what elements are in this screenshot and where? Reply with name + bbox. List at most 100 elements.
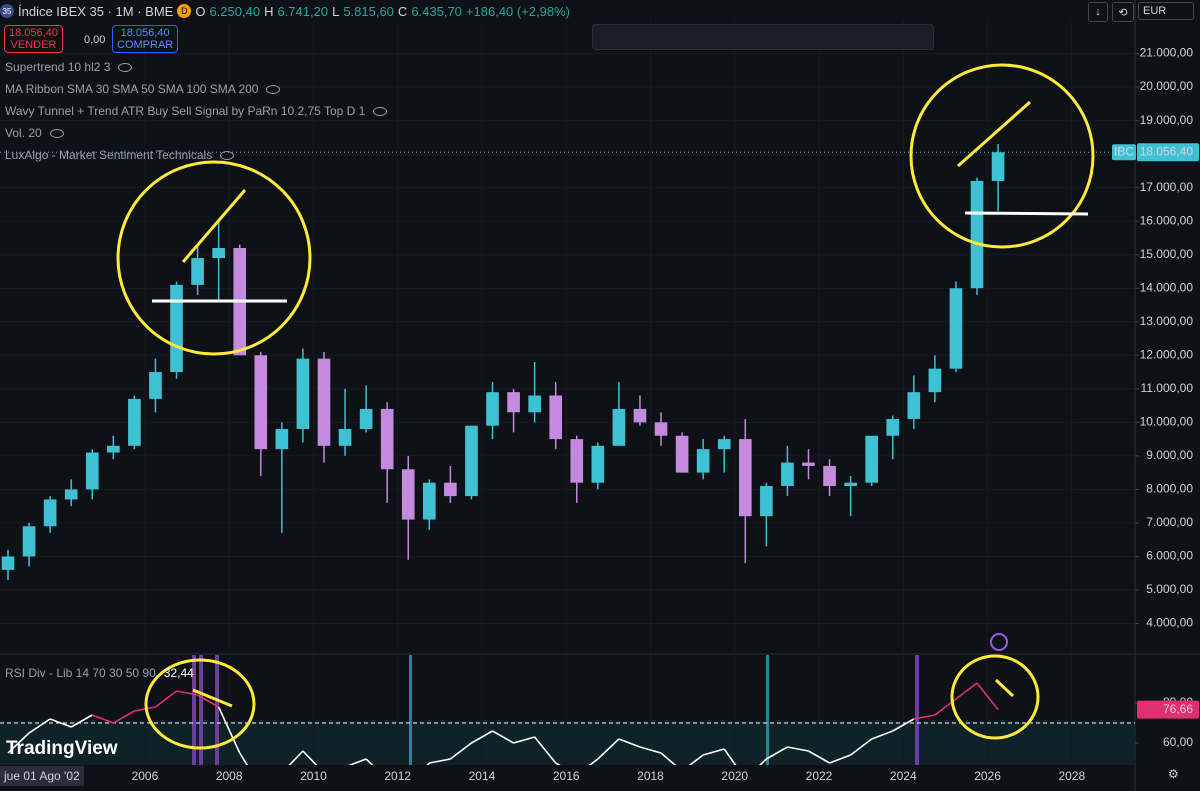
candle: [380, 402, 394, 503]
y-tick-label: 15.000,00: [1140, 247, 1194, 261]
sell-button[interactable]: 18.056,40 VENDER: [4, 25, 63, 53]
rsi-segment: [348, 758, 367, 765]
symbol-name[interactable]: Índice IBEX 35 · 1M · BME: [18, 3, 174, 19]
ohlc-label: O: [195, 3, 206, 19]
indicator[interactable]: Vol. 20: [5, 126, 64, 140]
indicator[interactable]: Wavy Tunnel + Trend ATR Buy Sell Signal …: [5, 104, 388, 118]
rsi-segment: [471, 730, 493, 744]
x-tick-label: 2024: [890, 769, 917, 783]
annotation-support: [964, 211, 1089, 216]
candle-body: [296, 358, 310, 430]
candle-body: [928, 368, 942, 393]
visibility-icon[interactable]: [118, 62, 133, 72]
candle-body: [43, 499, 57, 527]
candle-body: [802, 462, 815, 466]
visibility-icon[interactable]: [49, 128, 64, 138]
buy-button[interactable]: 18.056,40 COMPRAR: [112, 25, 179, 53]
y-tick-label: 14.000,00: [1140, 280, 1194, 294]
rsi-segment: [850, 738, 873, 756]
candle-body: [844, 482, 857, 487]
candle: [717, 435, 731, 473]
drawing-toolbar[interactable]: [592, 24, 934, 50]
candle-body: [149, 372, 162, 399]
rsi-segment: [702, 748, 725, 756]
buy-label: COMPRAR: [117, 39, 174, 51]
candle: [212, 221, 225, 302]
rsi-segment: [197, 694, 220, 708]
candle: [570, 435, 584, 503]
rsi-segment: [288, 750, 304, 765]
market-status: D: [177, 4, 192, 18]
candle-body: [422, 482, 436, 520]
annotation-circle: [950, 654, 1040, 740]
rsi-segment: [239, 752, 249, 765]
signal-bar: [409, 655, 412, 765]
candle: [633, 395, 647, 426]
rsi-segment: [758, 758, 767, 765]
candle: [591, 442, 605, 490]
candle-body: [107, 445, 120, 453]
signal-bar: [199, 655, 203, 765]
candle: [928, 355, 942, 403]
rsi-zone: [0, 721, 1135, 765]
plot-layer: 4.000,00 5.000,00 6.000,00 7.000,00 8.000,00…: [0, 20, 1199, 783]
candle-body: [486, 392, 499, 426]
indicator[interactable]: LuxAlgo - Market Sentiment Technicals: [5, 148, 235, 162]
buy-price: 18.056,40: [120, 27, 170, 39]
rsi-segment: [913, 714, 936, 720]
candle-body: [865, 435, 879, 483]
candle: [507, 388, 520, 433]
x-tick-label: 2006: [132, 769, 159, 783]
y-tick-label: 7.000,00: [1146, 515, 1193, 529]
candle: [675, 432, 689, 473]
candle: [781, 445, 794, 497]
candle-body: [22, 526, 36, 557]
download-button[interactable]: ↓: [1088, 2, 1108, 22]
y-tick-label: 10.000,00: [1140, 415, 1194, 429]
annotation-trendline: [994, 678, 1015, 698]
indicator-name: Wavy Tunnel + Trend ATR Buy Sell Signal …: [5, 104, 366, 118]
visibility-icon[interactable]: [373, 106, 388, 116]
candle-body: [85, 452, 99, 490]
sell-label: VENDER: [10, 39, 57, 51]
y-tick-label: 19.000,00: [1140, 113, 1194, 127]
candle: [865, 435, 879, 487]
candle: [275, 422, 289, 533]
rsi-segment: [513, 736, 535, 744]
change: +186,40 (+2,98%): [465, 3, 570, 19]
candle-body: [738, 439, 752, 517]
visibility-icon[interactable]: [220, 150, 235, 160]
ohlc-value: 6.435,70: [411, 3, 462, 19]
y-tick-label: 11.000,00: [1141, 381, 1194, 395]
candle: [991, 144, 1005, 212]
candle-body: [359, 408, 373, 430]
candle: [128, 395, 141, 450]
x-tick-label: 2014: [469, 769, 496, 783]
price-tag-box: [1112, 144, 1136, 161]
candle: [338, 388, 352, 456]
rsi-segment: [787, 746, 809, 752]
ohlc-value: 5.815,60: [343, 3, 394, 19]
candle: [970, 177, 984, 295]
rsi-segment: [871, 730, 894, 740]
annotation-circle: [116, 160, 312, 356]
visibility-icon[interactable]: [266, 84, 281, 94]
candle-body: [338, 429, 352, 446]
candle-body: [465, 425, 478, 497]
candle: [486, 382, 499, 440]
candle: [1, 549, 15, 580]
candle: [170, 281, 183, 379]
candle-body: [886, 418, 900, 436]
indicator[interactable]: Supertrend 10 hl2 3: [5, 60, 133, 74]
replay-button[interactable]: ⟲: [1112, 2, 1134, 22]
candle: [107, 435, 120, 460]
y-tick-label: 13.000,00: [1140, 314, 1194, 328]
candle: [654, 412, 668, 446]
rsi-segment: [302, 750, 318, 765]
currency-select[interactable]: EUR: [1138, 2, 1194, 20]
candle: [149, 358, 162, 413]
rsi-segment: [365, 758, 374, 765]
candle: [444, 465, 457, 503]
indicator[interactable]: MA Ribbon SMA 30 SMA 50 SMA 100 SMA 200: [5, 82, 281, 96]
